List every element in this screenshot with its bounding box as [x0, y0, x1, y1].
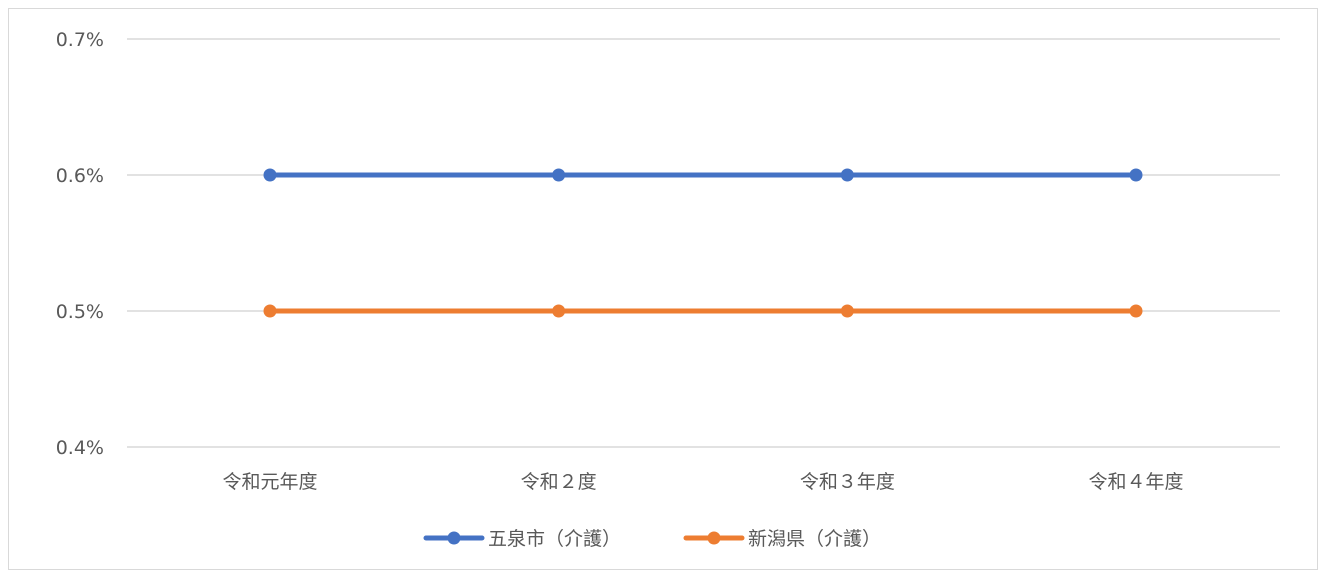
y-tick-label: 0.6%	[56, 165, 104, 187]
x-tick-label: 令和４年度	[1088, 471, 1183, 493]
legend-label: 五泉市（介護）	[488, 528, 621, 550]
series-1	[263, 168, 1143, 182]
y-tick-label: 0.5%	[56, 301, 104, 323]
legend-label: 新潟県（介護）	[748, 528, 881, 550]
x-tick-label: 令和元年度	[222, 471, 317, 493]
data-point	[840, 168, 854, 182]
data-point	[1129, 168, 1143, 182]
data-point	[263, 304, 277, 318]
legend-swatch-marker	[447, 531, 461, 545]
y-axis-ticks: 0.4% 0.5% 0.6% 0.7%	[56, 29, 104, 459]
legend-swatch-marker	[707, 531, 721, 545]
legend-item: 五泉市（介護）	[423, 528, 621, 550]
chart-frame	[8, 8, 1318, 570]
data-point	[552, 304, 566, 318]
series-lines	[263, 168, 1143, 318]
x-tick-label: 令和２度	[521, 471, 597, 493]
legend: 五泉市（介護） 新潟県（介護）	[423, 528, 881, 550]
y-tick-label: 0.4%	[56, 437, 104, 459]
x-axis-ticks: 令和元年度 令和２度 令和３年度 令和４年度	[222, 471, 1183, 493]
data-point	[263, 168, 277, 182]
series-2	[263, 304, 1143, 318]
data-point	[552, 168, 566, 182]
y-tick-label: 0.7%	[56, 29, 104, 51]
data-point	[840, 304, 854, 318]
data-point	[1129, 304, 1143, 318]
x-tick-label: 令和３年度	[800, 471, 895, 493]
gridlines	[127, 38, 1280, 448]
legend-item: 新潟県（介護）	[683, 528, 881, 550]
